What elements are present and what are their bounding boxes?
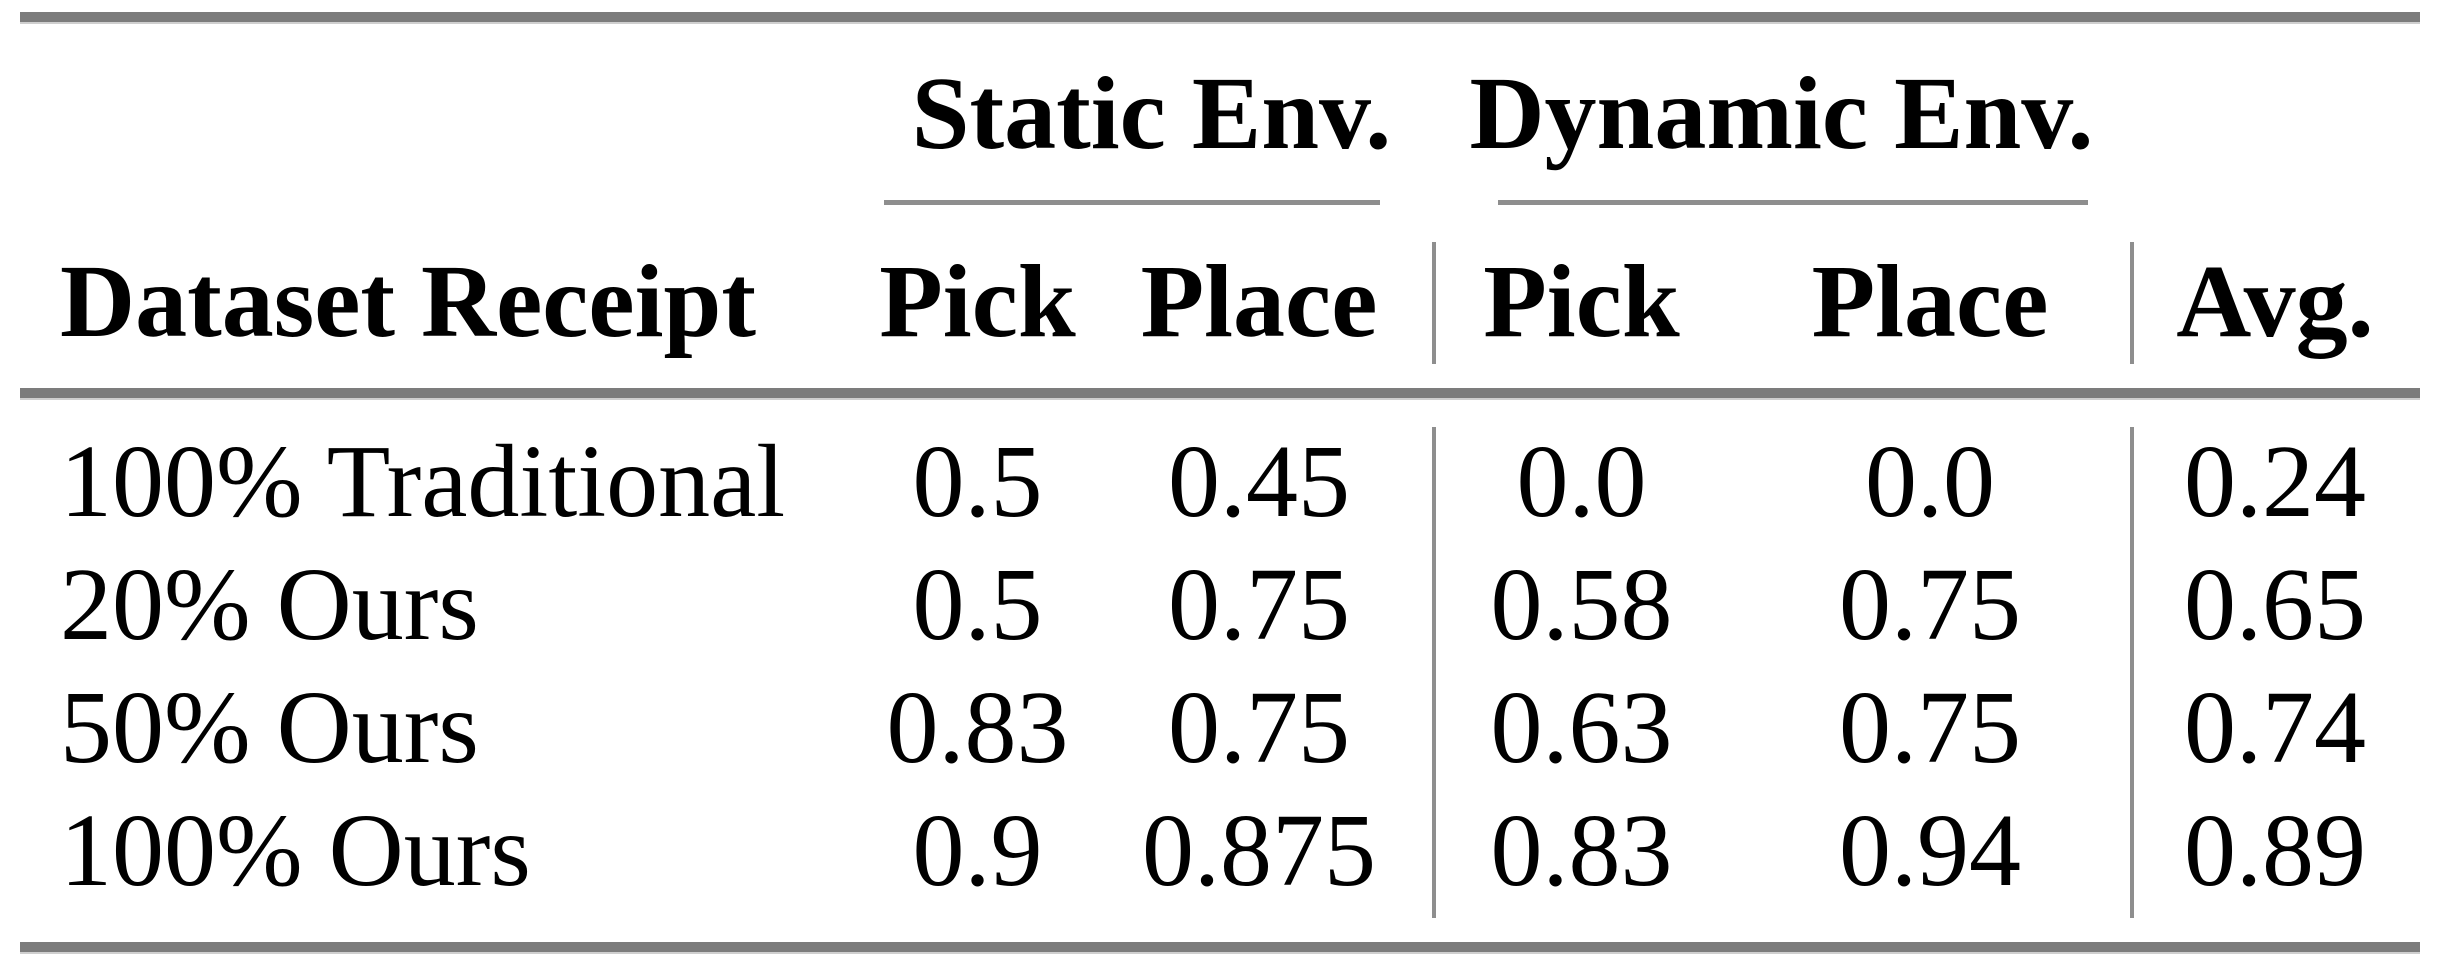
cell-r4-avg: 0.89 xyxy=(2184,792,2366,908)
cmidrule-dynamic xyxy=(1498,200,2088,205)
column-header-static-pick: Pick xyxy=(879,243,1076,359)
row-label: 100% Ours xyxy=(60,792,531,908)
row-label: 20% Ours xyxy=(60,546,479,662)
row-label: 50% Ours xyxy=(60,669,479,785)
cell-r3-static-place: 0.75 xyxy=(1168,669,1350,785)
cell-r4-dynamic-place: 0.94 xyxy=(1839,792,2021,908)
group-header-row: Static Env. Dynamic Env. xyxy=(20,52,2420,175)
column-header-dynamic-place: Place xyxy=(1811,243,2049,359)
cell-r3-static-pick: 0.83 xyxy=(886,669,1069,785)
header-separator-rule xyxy=(20,388,2420,400)
cell-r1-dynamic-place: 0.0 xyxy=(1865,423,1995,539)
cell-r2-dynamic-place: 0.75 xyxy=(1839,546,2021,662)
group-header-dynamic: Dynamic Env. xyxy=(1469,55,2094,171)
vertical-rule-avg-header xyxy=(2130,242,2134,364)
cell-r2-avg: 0.65 xyxy=(2184,546,2366,662)
cell-r2-static-place: 0.75 xyxy=(1168,546,1350,662)
cell-r1-static-pick: 0.5 xyxy=(912,423,1043,539)
vertical-rule-static-dynamic-header xyxy=(1432,242,1436,364)
cell-r4-dynamic-pick: 0.83 xyxy=(1490,792,1673,908)
cell-r3-dynamic-place: 0.75 xyxy=(1839,669,2021,785)
cell-r3-avg: 0.74 xyxy=(2184,669,2366,785)
cmidrule-static xyxy=(884,200,1380,205)
table-body: 100% Traditional 0.5 0.45 0.0 0.0 0.24 2… xyxy=(20,420,2420,912)
cell-r3-dynamic-pick: 0.63 xyxy=(1490,669,1673,785)
column-header-avg: Avg. xyxy=(2176,243,2374,359)
vertical-rule-static-dynamic-body xyxy=(1432,427,1436,918)
cell-r4-static-pick: 0.9 xyxy=(912,792,1043,908)
cell-r4-static-place: 0.875 xyxy=(1142,792,1376,908)
cell-r1-avg: 0.24 xyxy=(2184,423,2366,539)
cell-r1-static-place: 0.45 xyxy=(1168,423,1350,539)
row-label: 100% Traditional xyxy=(60,423,786,539)
cell-r1-dynamic-pick: 0.0 xyxy=(1516,423,1647,539)
vertical-rule-avg-body xyxy=(2130,427,2134,918)
column-header-row: Dataset Receipt Pick Place Pick Place Av… xyxy=(20,240,2420,363)
group-header-static: Static Env. xyxy=(911,55,1392,171)
bottom-rule xyxy=(20,942,2420,954)
cell-r2-dynamic-pick: 0.58 xyxy=(1490,546,1673,662)
column-header-dynamic-pick: Pick xyxy=(1483,243,1680,359)
top-rule xyxy=(20,12,2420,24)
column-header-static-place: Place xyxy=(1140,243,1378,359)
cell-r2-static-pick: 0.5 xyxy=(912,546,1043,662)
column-header-dataset-receipt: Dataset Receipt xyxy=(60,243,756,359)
